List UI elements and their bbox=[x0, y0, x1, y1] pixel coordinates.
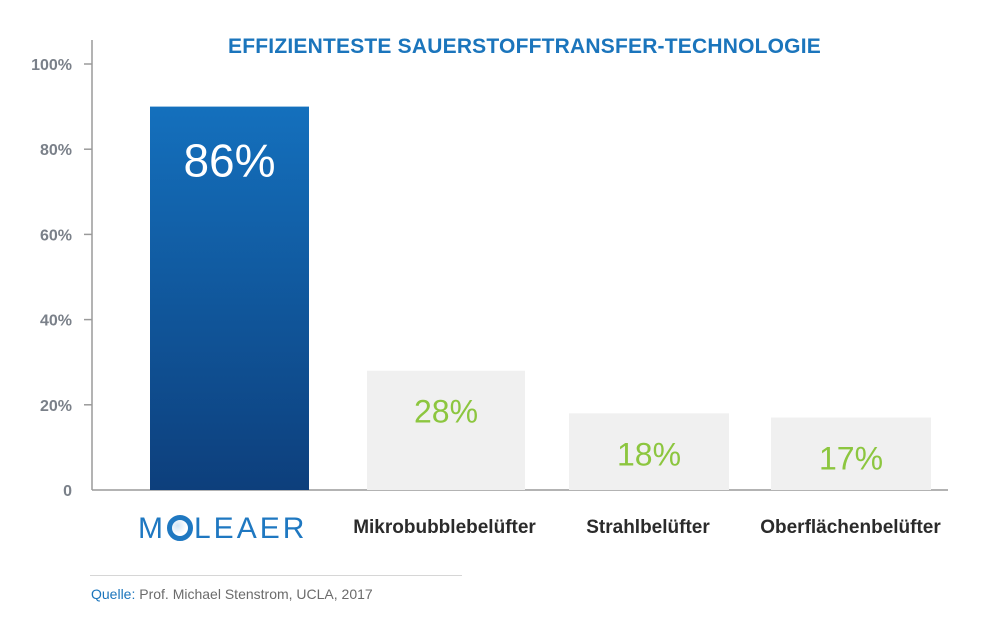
bar-data-label-0: 86% bbox=[183, 135, 275, 187]
category-label-oberflaechen: Oberflächenbelüfter bbox=[760, 517, 941, 538]
bar-0 bbox=[150, 106, 309, 490]
y-tick-label: 100% bbox=[31, 57, 72, 74]
category-label-strahl: Strahlbelüfter bbox=[586, 517, 710, 538]
y-tick-label: 60% bbox=[40, 227, 72, 244]
logo-o-icon bbox=[167, 515, 193, 541]
logo-text-right: LEAER bbox=[194, 512, 308, 545]
source-key: Quelle: bbox=[91, 586, 136, 602]
source-note: Quelle: Prof. Michael Stenstrom, UCLA, 2… bbox=[91, 586, 373, 602]
logo-text-left: M bbox=[138, 512, 166, 545]
y-tick-label: 80% bbox=[40, 142, 72, 159]
bar-3 bbox=[771, 417, 931, 490]
chart-title: EFFIZIENTESTE SAUERSTOFFTRANSFER-TECHNOL… bbox=[228, 35, 821, 58]
y-tick-label: 40% bbox=[40, 313, 72, 330]
y-tick-label: 0 bbox=[63, 483, 72, 500]
bar-data-label-1: 28% bbox=[414, 394, 478, 430]
bar-1 bbox=[367, 370, 525, 490]
moleaer-logo: M LEAER bbox=[138, 512, 307, 546]
bar-data-label-3: 17% bbox=[819, 441, 883, 477]
source-text: Prof. Michael Stenstrom, UCLA, 2017 bbox=[139, 586, 373, 602]
source-divider bbox=[90, 575, 462, 576]
bar-2 bbox=[569, 413, 729, 490]
bar-data-label-2: 18% bbox=[617, 436, 681, 472]
y-tick-label: 20% bbox=[40, 398, 72, 415]
category-label-mikrobubble: Mikrobubblebelüfter bbox=[353, 517, 536, 538]
